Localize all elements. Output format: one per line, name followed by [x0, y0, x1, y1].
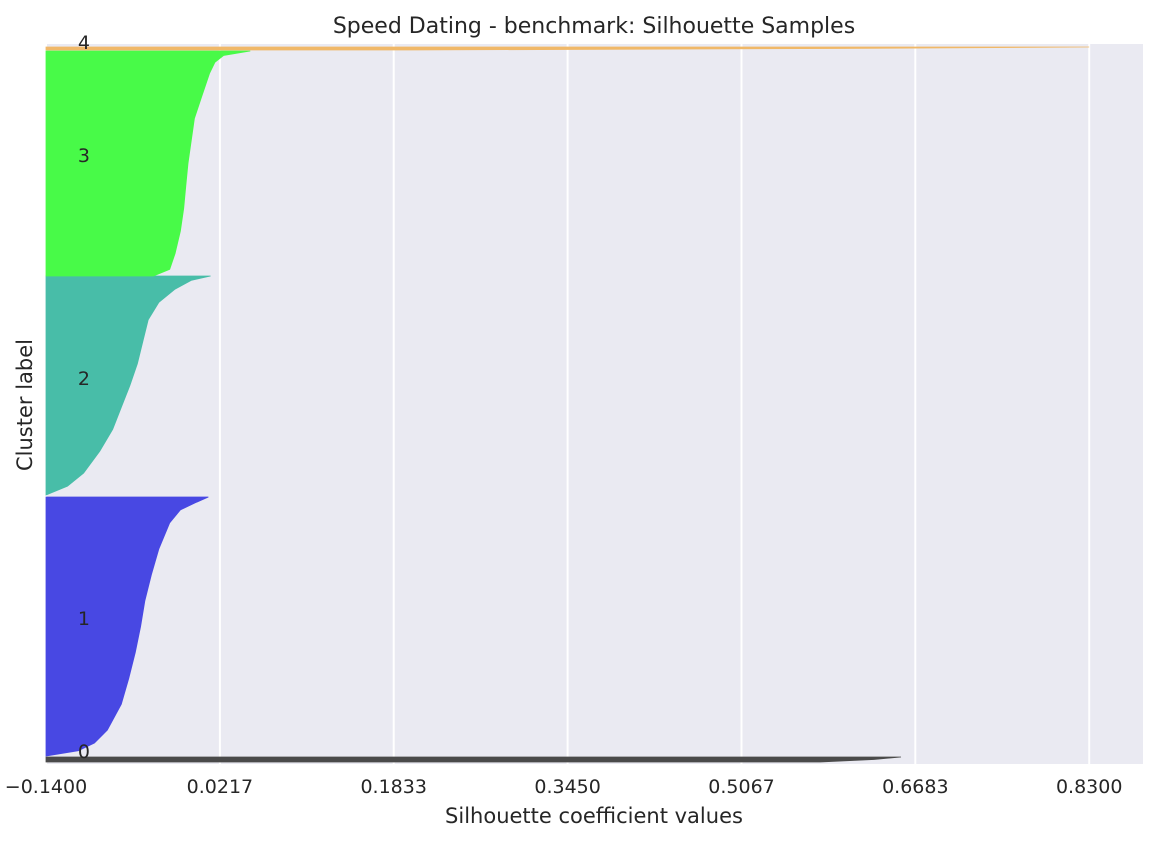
x-tick-label: 0.6683 [882, 776, 948, 798]
chart-title: Speed Dating - benchmark: Silhouette Sam… [333, 14, 855, 39]
grid-lines [45, 44, 1091, 764]
x-tick-label: 0.1833 [360, 776, 426, 798]
plot-area [46, 44, 1143, 764]
y-tick-label: 1 [78, 608, 90, 630]
y-tick-label: 3 [78, 145, 90, 167]
x-tick-labels: −0.1400 0.0217 0.1833 0.3450 0.5067 0.6683 0.8… [5, 776, 1123, 798]
silhouette-fill-cluster-0 [45, 756, 902, 763]
x-tick-label: 0.8300 [1056, 776, 1122, 798]
x-tick-label: −0.1400 [5, 776, 87, 798]
x-tick-label: 0.3450 [534, 776, 600, 798]
x-tick-label: 0.5067 [708, 776, 774, 798]
y-axis-label: Cluster label [13, 339, 37, 471]
y-tick-label: 0 [78, 741, 90, 763]
silhouette-fill-cluster-2 [45, 275, 211, 496]
y-tick-label: 2 [78, 368, 90, 390]
silhouette-fills [45, 46, 1090, 763]
silhouette-fill-cluster-3 [45, 50, 251, 277]
y-tick-label: 4 [78, 32, 90, 54]
silhouette-fill-cluster-1 [45, 496, 209, 757]
x-tick-label: 0.0217 [187, 776, 253, 798]
x-axis-label: Silhouette coefficient values [445, 804, 743, 828]
silhouette-fill-cluster-4 [45, 46, 1090, 51]
y-tick-labels: 0 1 2 3 4 [78, 32, 90, 763]
